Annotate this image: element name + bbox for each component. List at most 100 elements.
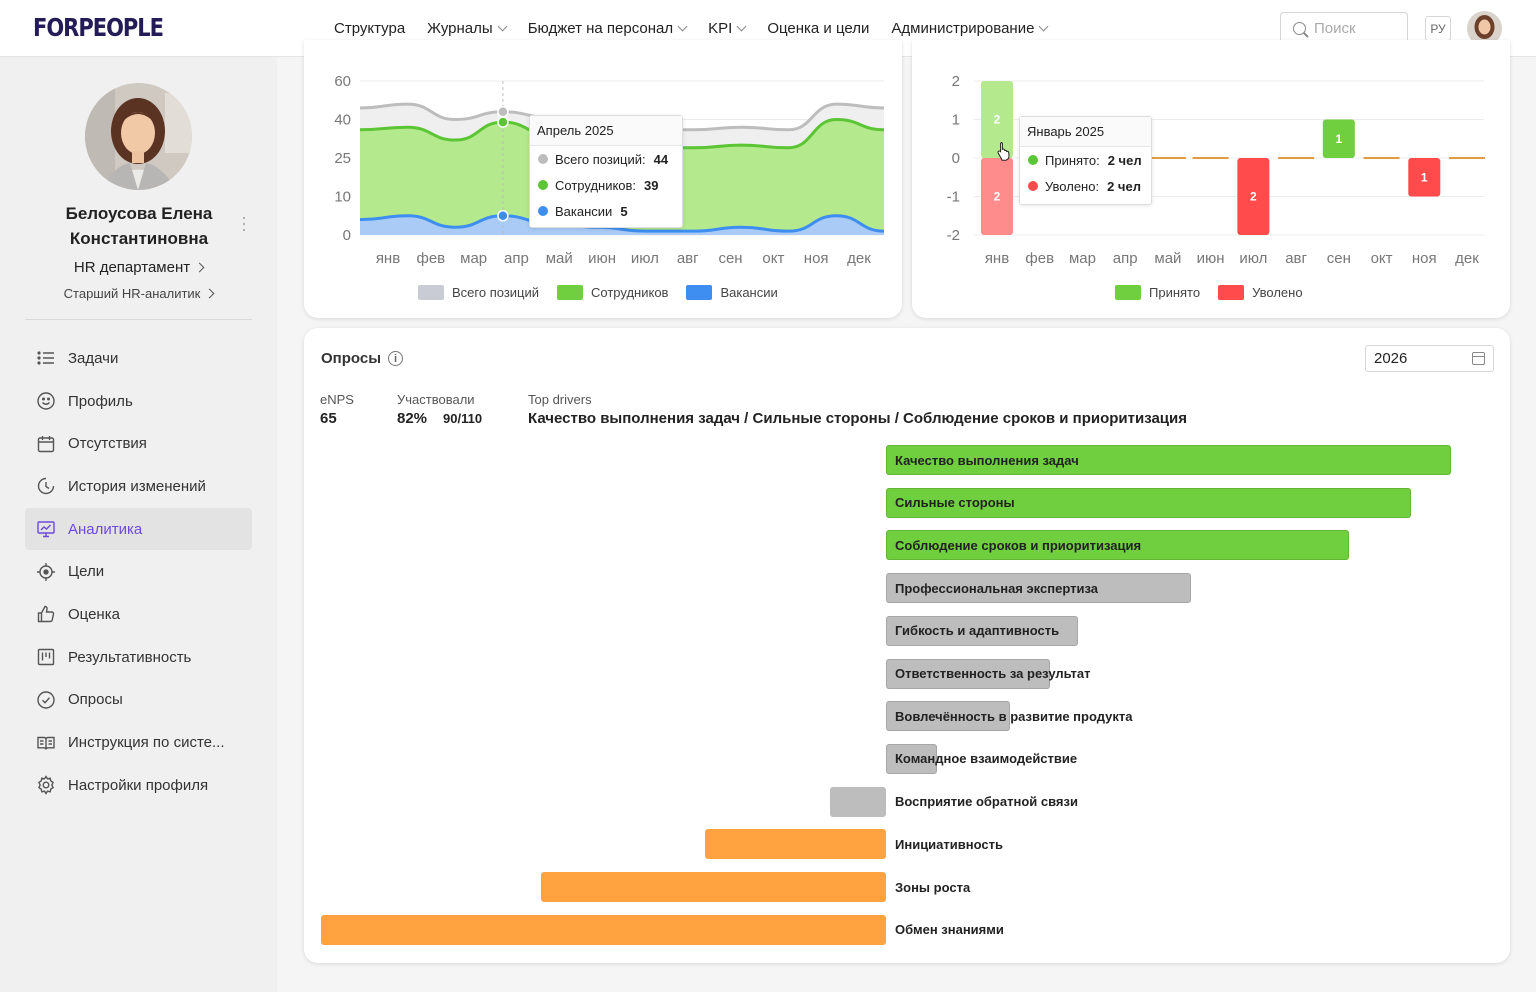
info-icon[interactable]: i [388, 351, 404, 366]
sidebar-item-label: Профиль [68, 392, 133, 410]
x-tick-label: авг [677, 250, 699, 267]
legend-item-dismissed[interactable]: Уволено [1218, 285, 1303, 300]
driver-bar[interactable] [541, 872, 886, 902]
x-tick-label: июн [1197, 250, 1225, 267]
analytics-icon [37, 521, 55, 538]
sidebar-item-tasks[interactable]: Задачи [25, 337, 252, 380]
driver-label: Ответственность за результат [895, 666, 1091, 681]
driver-bar[interactable] [886, 743, 937, 774]
driver-bar[interactable] [829, 786, 886, 817]
sidebar-item-history[interactable]: История изменений [25, 465, 252, 508]
logo[interactable]: FORPEOPLE [33, 13, 164, 42]
x-tick-label: янв [985, 250, 1009, 267]
driver-bar[interactable] [886, 658, 1050, 689]
nav-evaluation[interactable]: Оценка и цели [767, 20, 869, 37]
driver-bar[interactable] [886, 615, 1079, 646]
nav-label: Журналы [427, 20, 493, 37]
driver-bar[interactable] [886, 445, 1451, 475]
participation-count: 90/110 [443, 411, 483, 426]
x-tick-label: окт [1371, 250, 1393, 267]
x-tick-label: мар [1069, 250, 1096, 267]
profile-name: Белоусова Елена Константиновна [65, 204, 213, 248]
x-tick-label: апр [1113, 250, 1138, 267]
nav-kpi[interactable]: KPI [708, 20, 747, 37]
legend-item-hired[interactable]: Принято [1115, 285, 1200, 300]
surveys-title: Опросы i [321, 350, 404, 367]
x-tick-label: окт [762, 250, 784, 267]
y-tick-label: 2 [952, 73, 960, 90]
nav-budget[interactable]: Бюджет на персонал [527, 20, 688, 37]
driver-label: Профессиональная экспертиза [895, 580, 1098, 596]
chevron-right-icon [194, 262, 205, 273]
sidebar-item-absences[interactable]: Отсутствия [25, 422, 252, 465]
driver-label: Вовлечённость в развитие продукта [895, 708, 1133, 724]
more-icon[interactable] [242, 217, 245, 231]
driver-label: Зоны роста [895, 879, 971, 895]
nav-structure[interactable]: Структура [334, 20, 405, 37]
bar-value-label: 2 [1250, 190, 1257, 204]
bar-value-label: 2 [994, 190, 1001, 204]
sidebar-item-profile[interactable]: Профиль [25, 380, 252, 423]
profile-department[interactable]: HR департамент [0, 259, 277, 276]
x-tick-label: фев [1025, 250, 1054, 267]
drivers-value: Качество выполнения задач / Сильные стор… [528, 410, 1188, 427]
driver-bar[interactable] [321, 914, 886, 945]
bar-value-label: 2 [994, 113, 1001, 127]
x-tick-label: дек [847, 250, 871, 267]
sidebar-item-label: Настройки профиля [68, 776, 209, 794]
y-tick-label: 40 [334, 112, 351, 129]
nav-journals[interactable]: Журналы [427, 20, 508, 37]
enps-label: eNPS [320, 392, 354, 407]
series-area [360, 215, 884, 235]
top-bar: FORPEOPLE Структура Журналы Бюджет на пе… [0, 0, 1536, 57]
language-switch[interactable]: РУ [1425, 16, 1451, 41]
driver-bar[interactable] [886, 573, 1192, 604]
chevron-down-icon [497, 21, 508, 32]
x-tick-label: дек [1455, 250, 1479, 267]
y-tick-label: 10 [334, 189, 351, 206]
sidebar-item-settings[interactable]: Настройки профиля [25, 764, 252, 807]
list-icon [37, 351, 54, 365]
sidebar-item-manual[interactable]: Инструкция по систе... [25, 721, 252, 764]
driver-label: Восприятие обратной связи [895, 794, 1078, 810]
driver-label: Гибкость и адаптивность [895, 623, 1060, 639]
legend-item-total[interactable]: Всего позиций [418, 285, 539, 300]
sidebar-item-performance[interactable]: Результативность [25, 636, 252, 679]
x-tick-label: май [546, 250, 573, 267]
nav-label: Оценка и цели [767, 20, 870, 37]
bar-hired [1322, 119, 1355, 158]
driver-bar[interactable] [705, 829, 886, 860]
y-tick-label: 0 [952, 150, 960, 167]
department-label: HR департамент [73, 259, 191, 276]
driver-bar[interactable] [886, 530, 1350, 561]
sidebar-item-analytics[interactable]: Аналитика [25, 507, 252, 551]
sidebar-item-goals[interactable]: Цели [25, 550, 252, 593]
data-point [497, 116, 509, 128]
sidebar-item-evaluation[interactable]: Оценка [25, 593, 252, 636]
tooltip-row-vacancies: Вакансии 5 [530, 198, 682, 224]
history-icon [37, 478, 55, 495]
smile-icon [37, 392, 55, 410]
legend-item-vacancies[interactable]: Вакансии [686, 285, 778, 300]
nav-label: Бюджет на персонал [527, 20, 674, 37]
position-label: Старший HR-аналитик [63, 286, 201, 301]
pointer-cursor-icon [997, 142, 1010, 161]
legend-item-employees[interactable]: Сотрудников [557, 285, 668, 300]
year-picker[interactable]: 2026 [1365, 345, 1494, 372]
profile-position[interactable]: Старший HR-аналитик [0, 286, 277, 301]
target-icon [37, 562, 55, 581]
tooltip-row-hired: Принято: 2 чел [1020, 147, 1151, 173]
sidebar-item-label: Аналитика [68, 520, 143, 538]
driver-label: Соблюдение сроков и приоритизация [895, 537, 1142, 553]
sidebar-item-label: Опросы [68, 691, 123, 709]
x-tick-label: апр [504, 250, 529, 267]
bar-dismissed [981, 158, 1013, 235]
sidebar-item-surveys[interactable]: Опросы [25, 679, 252, 722]
gear-icon [37, 775, 55, 796]
nav-admin[interactable]: Администрирование [891, 20, 1049, 37]
participation-label: Участвовали [397, 392, 475, 407]
sidebar-item-label: Результативность [68, 648, 192, 666]
driver-bar[interactable] [886, 701, 1011, 732]
driver-bar[interactable] [886, 487, 1412, 518]
bar-value-label: 1 [1421, 170, 1428, 184]
